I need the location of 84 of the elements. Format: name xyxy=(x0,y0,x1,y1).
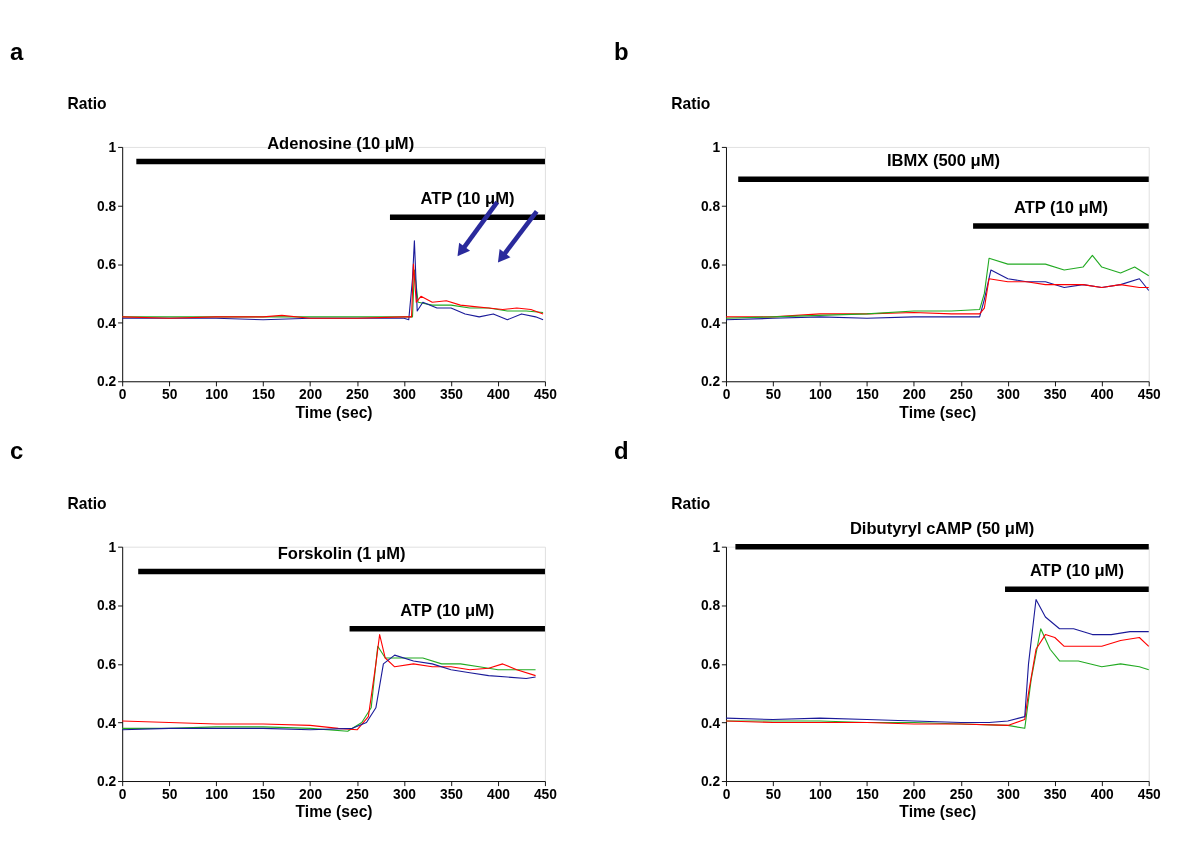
x-tick-label: 50 xyxy=(162,387,178,403)
x-tick-label: 0 xyxy=(118,786,127,802)
x-tick-label: 450 xyxy=(1137,786,1162,802)
y-tick-label: 0.6 xyxy=(97,656,117,672)
x-axis-title: Time (sec) xyxy=(295,403,373,421)
x-tick-label: 350 xyxy=(440,387,464,403)
y-tick-label: 0.6 xyxy=(700,257,721,273)
x-tick-label: 150 xyxy=(252,387,276,403)
series-label: ATP (10 μM) xyxy=(400,600,495,620)
x-tick-label: 400 xyxy=(486,387,511,403)
x-tick-label: 300 xyxy=(996,786,1021,802)
y-axis-title: Ratio xyxy=(671,494,711,512)
line-series xyxy=(725,278,1150,318)
y-tick-label: 1 xyxy=(712,140,721,155)
x-tick-label: 100 xyxy=(808,786,833,802)
x-axis-title: Time (sec) xyxy=(295,803,373,821)
x-tick-label: 0 xyxy=(722,387,731,403)
x-tick-label: 0 xyxy=(722,786,731,802)
chart-title: a xyxy=(10,37,25,65)
x-tick-label: 450 xyxy=(1137,387,1162,403)
x-tick-label: 150 xyxy=(252,786,276,802)
y-tick-label: 1 xyxy=(108,140,117,155)
x-tick-label: 50 xyxy=(765,387,782,403)
x-tick-label: 250 xyxy=(346,786,370,802)
x-tick-label: 400 xyxy=(1090,387,1115,403)
y-tick-label: 0.4 xyxy=(700,315,721,331)
y-tick-label: 1 xyxy=(108,539,117,555)
x-tick-label: 400 xyxy=(486,786,511,802)
line-series xyxy=(725,254,1150,319)
series-label: ATP (10 μM) xyxy=(1029,561,1124,581)
x-tick-label: 250 xyxy=(949,387,974,403)
y-axis-title: Ratio xyxy=(67,494,107,512)
y-axis-title: Ratio xyxy=(67,94,107,112)
x-tick-label: 300 xyxy=(393,387,417,403)
x-tick-label: 350 xyxy=(1043,387,1068,403)
x-tick-label: 0 xyxy=(118,387,127,403)
series-label: Forskolin (1 μM) xyxy=(277,543,406,563)
y-tick-label: 0.6 xyxy=(700,656,721,672)
y-tick-label: 0.2 xyxy=(97,774,117,790)
x-tick-label: 50 xyxy=(162,786,178,802)
x-tick-label: 200 xyxy=(902,786,927,802)
x-tick-label: 450 xyxy=(533,387,558,403)
y-tick-label: 0.2 xyxy=(97,374,117,390)
x-tick-label: 300 xyxy=(996,387,1021,403)
x-tick-label: 150 xyxy=(855,387,880,403)
x-tick-label: 350 xyxy=(440,786,464,802)
x-tick-label: 250 xyxy=(949,786,974,802)
chart-title: b xyxy=(613,37,629,65)
x-tick-label: 100 xyxy=(205,786,229,802)
x-tick-label: 400 xyxy=(1090,786,1115,802)
series-label: ATP (10 μM) xyxy=(420,189,515,209)
y-axis-title: Ratio xyxy=(671,94,711,112)
chart-title: c xyxy=(10,437,24,465)
x-tick-label: 450 xyxy=(533,786,558,802)
line-series xyxy=(725,598,1150,724)
series-label: ATP (10 μM) xyxy=(1013,198,1108,218)
y-tick-label: 0.4 xyxy=(700,715,721,731)
y-tick-label: 0.8 xyxy=(700,598,721,614)
y-tick-label: 0.8 xyxy=(700,198,721,214)
series-label: IBMX (500 μM) xyxy=(886,151,1000,171)
x-tick-label: 200 xyxy=(299,786,323,802)
y-tick-label: 0.8 xyxy=(97,598,117,614)
x-tick-label: 300 xyxy=(393,786,417,802)
x-axis-title: Time (sec) xyxy=(899,803,977,821)
x-tick-label: 100 xyxy=(205,387,229,403)
y-tick-label: 0.2 xyxy=(700,374,721,390)
x-tick-label: 200 xyxy=(902,387,927,403)
x-tick-label: 50 xyxy=(765,786,782,802)
y-tick-label: 0.8 xyxy=(97,198,117,214)
y-tick-label: 0.4 xyxy=(97,315,117,331)
x-axis-title: Time (sec) xyxy=(899,403,977,421)
y-tick-label: 1 xyxy=(712,539,721,555)
series-label: Dibutyryl cAMP (50 μM) xyxy=(849,518,1035,538)
x-tick-label: 100 xyxy=(808,387,833,403)
line-series xyxy=(725,269,1150,321)
x-tick-label: 200 xyxy=(299,387,323,403)
chart-title: d xyxy=(613,437,629,465)
x-tick-label: 350 xyxy=(1043,786,1068,802)
y-tick-label: 0.6 xyxy=(97,257,117,273)
x-tick-label: 150 xyxy=(855,786,880,802)
y-tick-label: 0.4 xyxy=(97,715,117,731)
series-label: Adenosine (10 μM) xyxy=(267,133,415,153)
y-tick-label: 0.2 xyxy=(700,774,721,790)
x-tick-label: 250 xyxy=(346,387,370,403)
